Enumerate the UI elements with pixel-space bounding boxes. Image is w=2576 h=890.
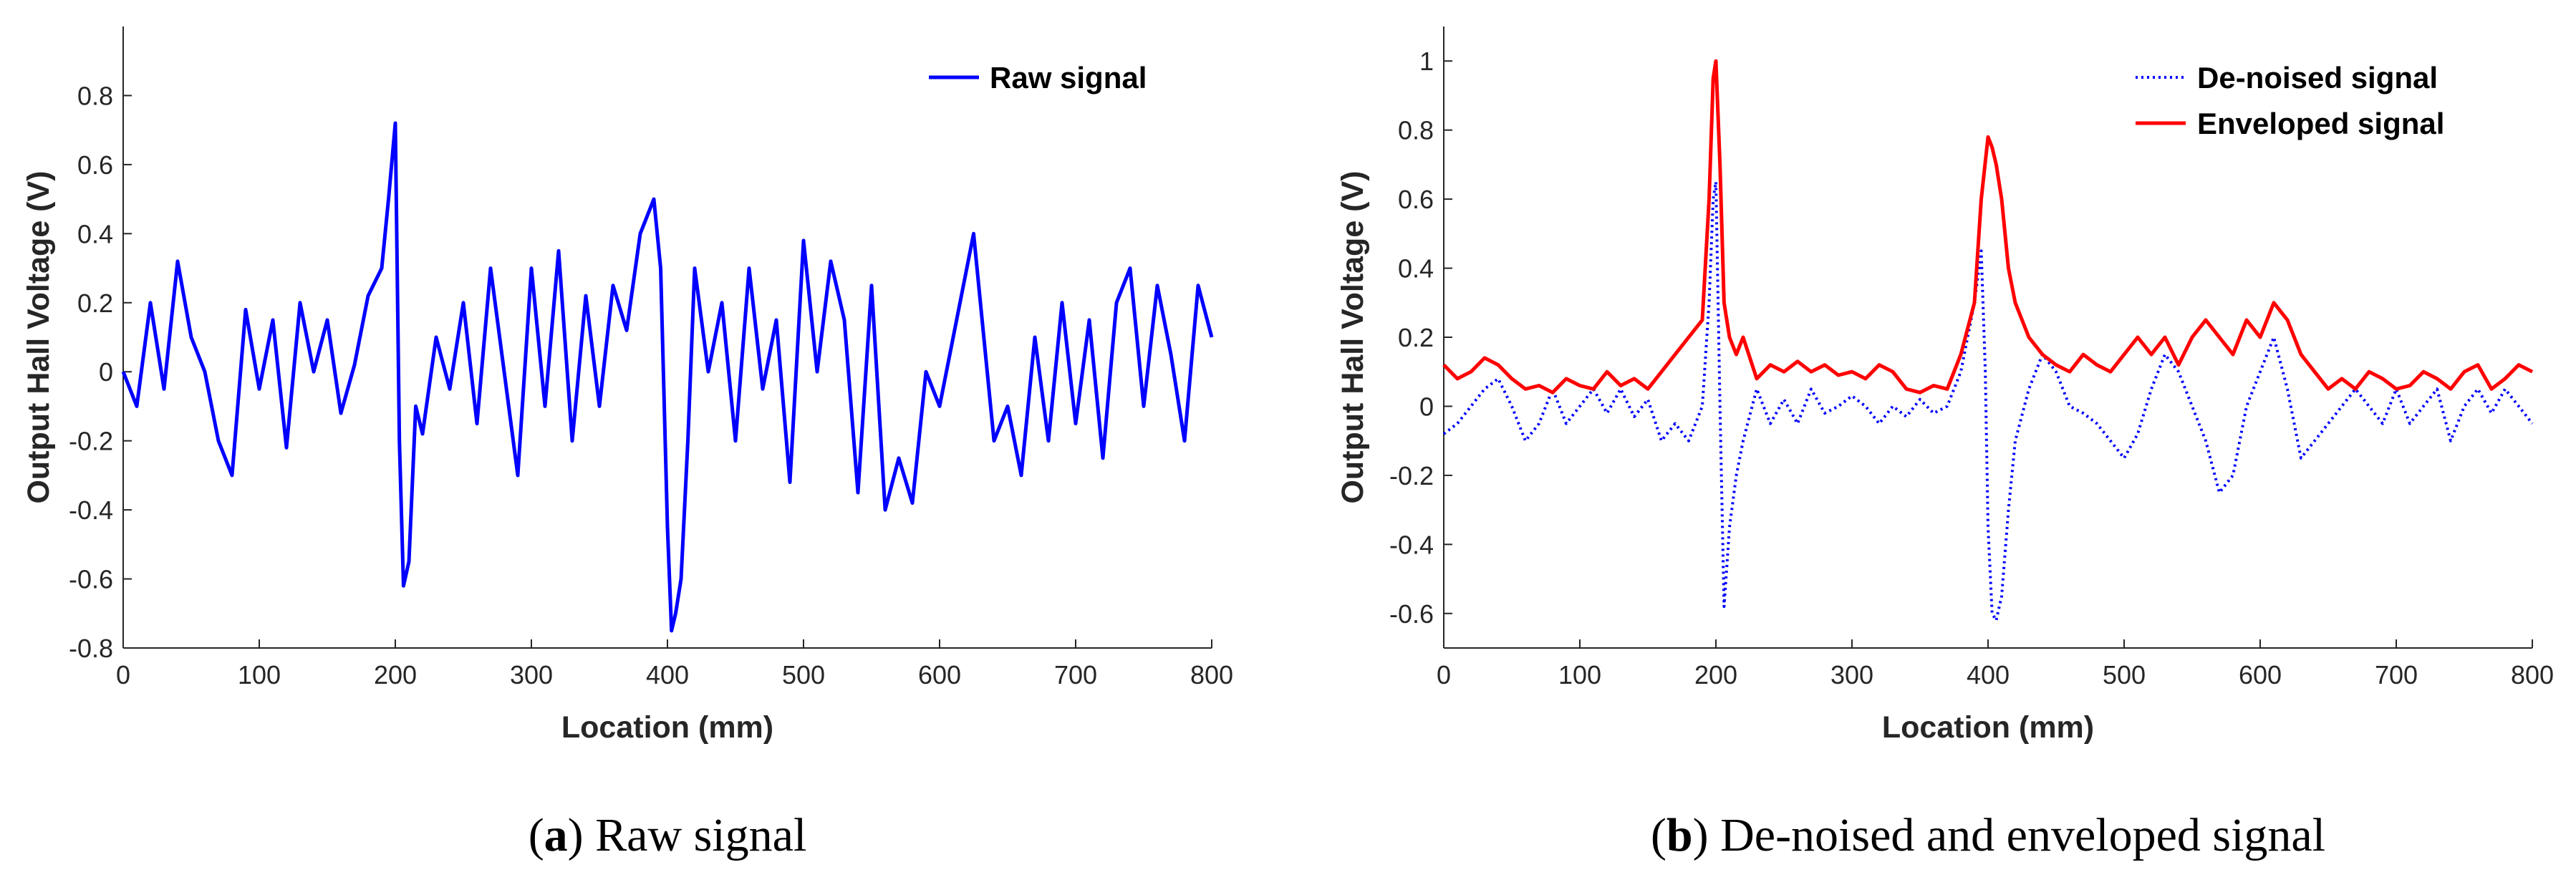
panel-a-ytick-label: -0.2	[69, 427, 113, 456]
panel-b-legend: De-noised signal Enveloped signal	[2136, 61, 2444, 140]
panel-a-ytick-label: 0.4	[77, 219, 113, 248]
panel-a-xtick-label: 500	[782, 660, 825, 690]
panel-b-xtick-label: 700	[2375, 660, 2418, 690]
panel-a-xtick-label: 700	[1054, 660, 1097, 690]
panel-a-ytick-label: -0.4	[69, 495, 113, 525]
panel-b-xtick-label: 400	[1967, 660, 2010, 690]
panel-a-ytick-label: 0.8	[77, 81, 113, 110]
panel-a-xtick-label: 100	[238, 660, 281, 690]
panel-b-ytick-label: 1	[1419, 47, 1434, 76]
panel-b-ytick-label: -0.2	[1389, 461, 1434, 490]
panel-b-ytick-label: 0.6	[1398, 185, 1434, 214]
panel-a-ytick-label: -0.6	[69, 565, 113, 594]
panel-a-ytick-label: 0	[99, 357, 113, 387]
panel-a-legend-label-raw-signal: Raw signal	[990, 61, 1147, 95]
panel-b-caption-text: De-noised and enveloped signal	[1720, 809, 2325, 861]
panel-a-ytick-label: 0.2	[77, 289, 113, 318]
panel-a-xlabel: Location (mm)	[561, 710, 773, 745]
panel-b-ytick-label: 0.2	[1398, 323, 1434, 352]
panel-b-ytick-label: 0.8	[1398, 116, 1434, 145]
panel-b-xtick-label: 600	[2239, 660, 2282, 690]
panel-a-xtick-label: 0	[116, 660, 130, 690]
panel-b-ytick-label: -0.4	[1389, 530, 1434, 559]
panel-b-xtick-label: 500	[2103, 660, 2146, 690]
panel-a-caption-text: Raw signal	[595, 809, 806, 861]
panel-a-xtick-label: 300	[510, 660, 553, 690]
panel-b-series-denoised-signal-line	[1442, 180, 2534, 622]
panel-a-series-raw-signal-line	[121, 121, 1214, 633]
panel-b-ytick-label: -0.6	[1389, 599, 1434, 629]
panel-b-ytick-label: 0.4	[1398, 254, 1434, 284]
panel-b-chart: 0 100 200 300 400 500 600 700 800 -0.6 -0.4 -0.2 0 0…	[1336, 26, 2554, 861]
panel-a-ytick-label: 0.6	[77, 150, 113, 180]
panel-b-ytick-label: 0	[1419, 392, 1434, 421]
panel-b-caption: (b) De-noised and enveloped signal	[1651, 809, 2325, 861]
panel-a-ytick-label: -0.8	[69, 634, 113, 663]
panel-b-legend-label-enveloped-signal: Enveloped signal	[2197, 107, 2444, 140]
panel-a-xtick-label: 200	[374, 660, 417, 690]
panel-b-xlabel: Location (mm)	[1882, 710, 2094, 745]
panel-a-xtick-label: 800	[1190, 660, 1233, 690]
panel-a-ylabel: Output Hall Voltage (V)	[21, 170, 56, 503]
panel-a-xtick-label: 600	[918, 660, 961, 690]
panel-a-chart: 0 100 200 300 400 500 600 700 800 -0.8 -0.6 -0.4 -0…	[21, 26, 1233, 861]
panel-a-caption: (a) Raw signal	[529, 809, 807, 861]
panel-b-ylabel: Output Hall Voltage (V)	[1336, 170, 1370, 503]
panel-a-xtick-label: 400	[646, 660, 689, 690]
panel-b-xtick-label: 100	[1558, 660, 1601, 690]
panel-b-series-enveloped-signal-line	[1442, 59, 2534, 395]
panel-b-caption-label: b	[1666, 809, 1693, 861]
panel-b-legend-label-denoised-signal: De-noised signal	[2197, 61, 2438, 95]
panel-b-xtick-label: 0	[1437, 660, 1451, 690]
panel-b-xtick-label: 200	[1694, 660, 1737, 690]
panel-a-legend: Raw signal	[929, 61, 1147, 95]
panel-b-xtick-label: 800	[2511, 660, 2554, 690]
panel-a-caption-label: a	[544, 809, 568, 861]
panel-b-xtick-label: 300	[1830, 660, 1873, 690]
